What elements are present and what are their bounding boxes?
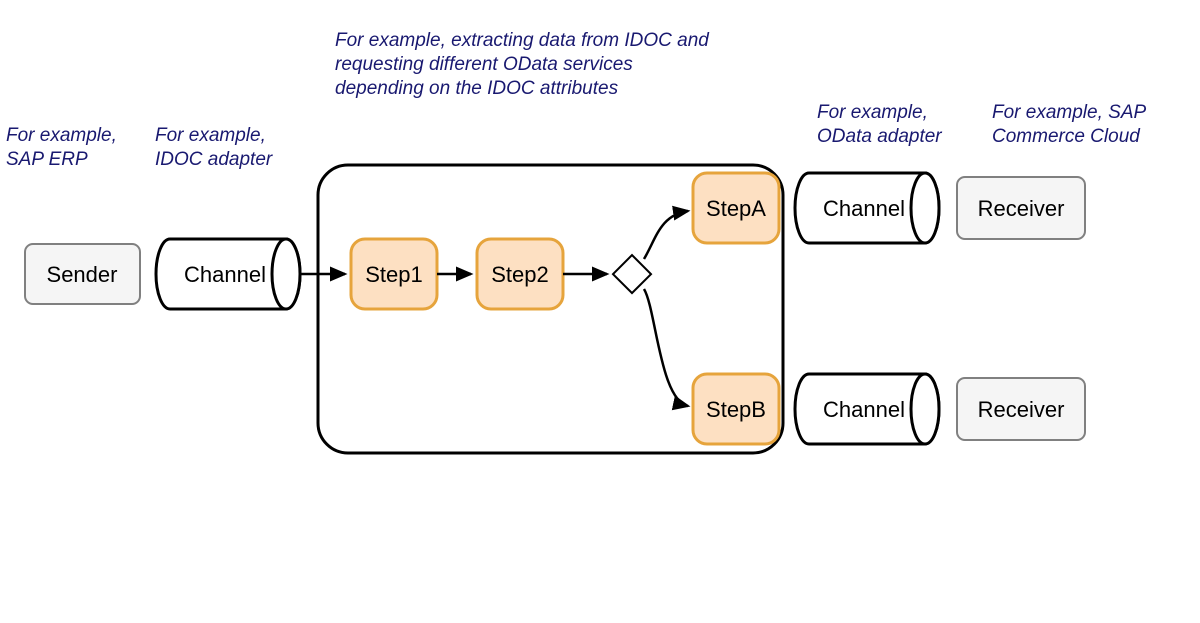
svg-text:For example, SAP: For example, SAP xyxy=(992,102,1146,123)
svg-text:Sender: Sender xyxy=(47,262,118,287)
step1-node: Step1 xyxy=(351,239,437,309)
annotation-receiver: For example, SAP Commerce Cloud xyxy=(992,102,1146,147)
svg-text:Receiver: Receiver xyxy=(978,397,1065,422)
svg-text:Channel: Channel xyxy=(823,397,905,422)
channel1-node: Channel xyxy=(156,239,300,309)
step2-node: Step2 xyxy=(477,239,563,309)
receiver-a-node: Receiver xyxy=(957,177,1085,239)
svg-text:SAP ERP: SAP ERP xyxy=(6,149,88,170)
svg-text:Channel: Channel xyxy=(184,262,266,287)
stepb-node: StepB xyxy=(693,374,779,444)
annotation-sender: For example, SAP ERP xyxy=(6,125,117,170)
channel2a-node: Channel xyxy=(795,173,939,243)
receiver-b-node: Receiver xyxy=(957,378,1085,440)
svg-text:Commerce Cloud: Commerce Cloud xyxy=(992,126,1141,147)
annotation-channel1: For example, IDOC adapter xyxy=(155,125,273,170)
annotation-channel2: For example, OData adapter xyxy=(817,102,942,147)
svg-text:Step2: Step2 xyxy=(491,262,549,287)
svg-text:For example,: For example, xyxy=(155,125,266,146)
svg-text:For example,: For example, xyxy=(817,102,928,123)
svg-text:IDOC adapter: IDOC adapter xyxy=(155,149,273,170)
svg-text:StepA: StepA xyxy=(706,196,766,221)
stepa-node: StepA xyxy=(693,173,779,243)
sender-node: Sender xyxy=(25,244,140,304)
annotation-flow: For example, extracting data from IDOC a… xyxy=(335,30,710,99)
svg-text:For example,: For example, xyxy=(6,125,117,146)
svg-text:StepB: StepB xyxy=(706,397,766,422)
svg-text:depending on the IDOC attribut: depending on the IDOC attributes xyxy=(335,78,619,99)
svg-text:Receiver: Receiver xyxy=(978,196,1065,221)
integration-flow-diagram: For example, SAP ERP For example, IDOC a… xyxy=(0,0,1200,623)
channel2b-node: Channel xyxy=(795,374,939,444)
svg-text:Step1: Step1 xyxy=(365,262,423,287)
svg-text:requesting different OData ser: requesting different OData services xyxy=(335,54,633,75)
svg-text:OData adapter: OData adapter xyxy=(817,126,942,147)
svg-text:For example, extracting data f: For example, extracting data from IDOC a… xyxy=(335,30,710,51)
svg-text:Channel: Channel xyxy=(823,196,905,221)
